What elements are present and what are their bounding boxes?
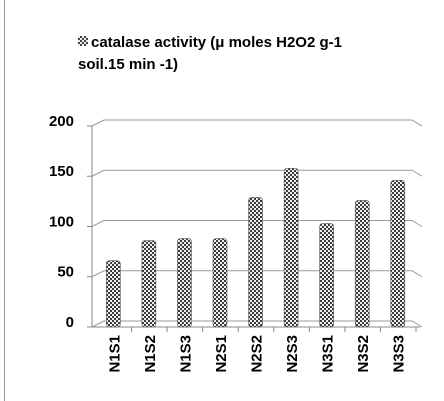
x-tick-label: N3S1 [320,335,337,373]
grid-line [91,119,423,127]
legend-label: catalase activity (μ moles H2O2 g-1 soil… [78,34,342,73]
bar [177,238,192,328]
bar [212,238,228,328]
x-tick-label: N1S1 [106,335,123,373]
y-tick-label: 200 [49,113,74,130]
bar [354,200,370,328]
bar [390,180,406,328]
bar [248,197,263,328]
x-tick-label: N3S2 [355,335,372,373]
legend-key [78,36,88,46]
grid-line [91,169,423,177]
y-tick-label: 50 [57,264,74,281]
x-tick-label: N2S1 [213,335,230,373]
x-tick-label: N1S2 [142,335,159,373]
bar [141,240,157,328]
y-tick-label: 0 [66,314,74,331]
x-tick-label: N2S3 [284,335,301,373]
bar [283,167,299,328]
legend: catalase activity (μ moles H2O2 g-1 soil… [78,32,378,76]
x-tick-label: N1S3 [177,335,194,373]
y-tick-label: 100 [49,213,74,230]
x-tick-label: N3S3 [391,335,408,373]
y-tick-label: 150 [49,163,74,180]
bar [106,260,121,328]
x-tick-label: N2S2 [249,335,266,373]
bar [319,223,334,328]
